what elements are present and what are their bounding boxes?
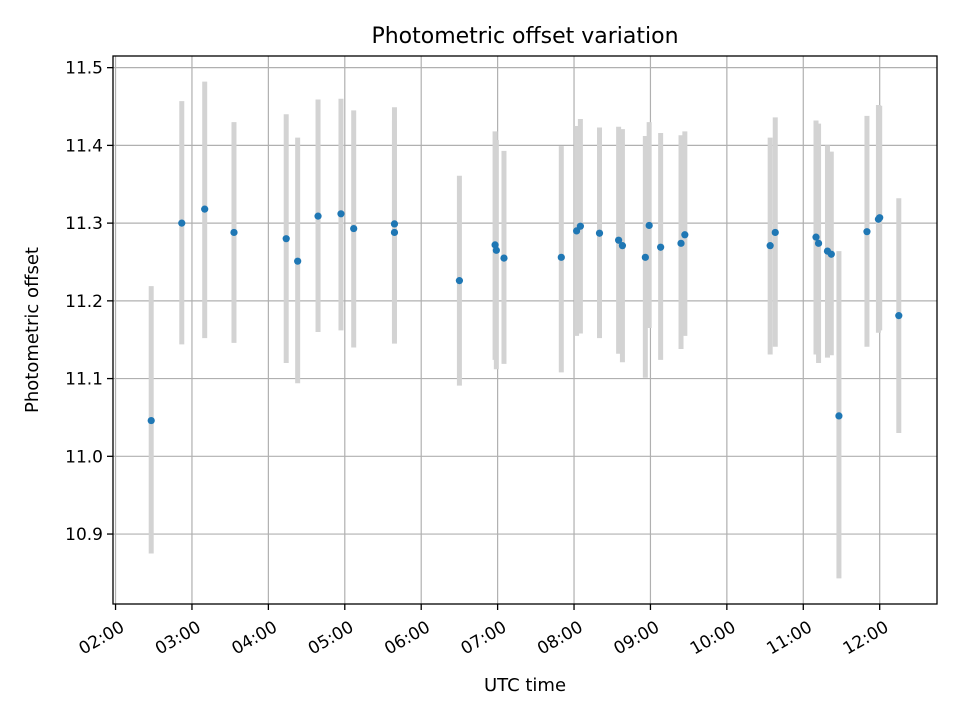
data-point: [282, 235, 290, 243]
x-axis-ticks: 02:00 03:00 04:00 05:00 06:00 07:00 08:00 09:00…: [76, 604, 892, 659]
x-tick-label: 10:00: [687, 617, 739, 659]
data-point: [827, 250, 835, 258]
data-point: [350, 224, 358, 233]
y-tick-label: 11.5: [65, 59, 103, 79]
data-point: [576, 222, 585, 230]
data-point: [677, 239, 685, 247]
data-point: [390, 228, 399, 237]
data-point: [895, 312, 903, 320]
data-point: [641, 253, 649, 261]
x-tick-label: 08:00: [534, 617, 586, 659]
data-point: [812, 233, 820, 241]
data-point: [294, 257, 302, 265]
data-point: [491, 241, 499, 249]
x-tick-label: 02:00: [76, 617, 128, 659]
data-point: [766, 242, 774, 250]
y-axis-label: Photometric offset: [22, 247, 43, 413]
error-bars: [148, 81, 902, 579]
grid-lines: [113, 56, 937, 604]
x-axis-label: UTC time: [484, 675, 566, 696]
data-point: [876, 214, 884, 222]
data-point: [337, 210, 345, 218]
data-point: [814, 239, 823, 247]
x-tick-label: 04:00: [228, 617, 280, 659]
data-point: [618, 242, 627, 250]
data-point: [771, 228, 779, 237]
data-point: [615, 236, 623, 244]
x-tick-label: 05:00: [305, 617, 357, 659]
chart-title: Photometric offset variation: [371, 24, 678, 49]
y-axis-ticks: 10.9 11.0 11.1 11.2 11.3 11.4 11.5: [65, 59, 113, 545]
data-point: [455, 277, 464, 285]
x-tick-label: 09:00: [611, 617, 663, 659]
data-point: [178, 219, 186, 227]
data-point: [835, 412, 843, 420]
x-tick-label: 03:00: [152, 617, 204, 659]
data-point: [314, 212, 322, 220]
data-point: [390, 220, 399, 228]
data-point: [500, 254, 508, 262]
data-point: [557, 253, 565, 261]
plot-area-frame: [112, 55, 938, 605]
y-tick-label: 11.1: [65, 370, 103, 390]
data-points: [147, 205, 903, 425]
data-point: [201, 205, 209, 213]
x-tick-label: 07:00: [458, 617, 510, 659]
data-point: [863, 228, 871, 236]
x-tick-label: 12:00: [840, 617, 892, 659]
y-tick-label: 11.4: [65, 136, 103, 156]
y-tick-label: 11.0: [65, 447, 103, 467]
data-point: [657, 243, 665, 251]
data-point: [492, 246, 500, 254]
data-point: [230, 228, 238, 237]
y-tick-label: 10.9: [65, 525, 103, 545]
data-point: [595, 229, 604, 237]
y-tick-label: 11.2: [65, 292, 103, 312]
data-point: [147, 416, 155, 425]
y-tick-label: 11.3: [65, 214, 103, 234]
data-point: [645, 221, 653, 230]
x-tick-label: 11:00: [763, 617, 815, 659]
data-point: [681, 231, 689, 239]
x-tick-label: 06:00: [381, 617, 433, 659]
